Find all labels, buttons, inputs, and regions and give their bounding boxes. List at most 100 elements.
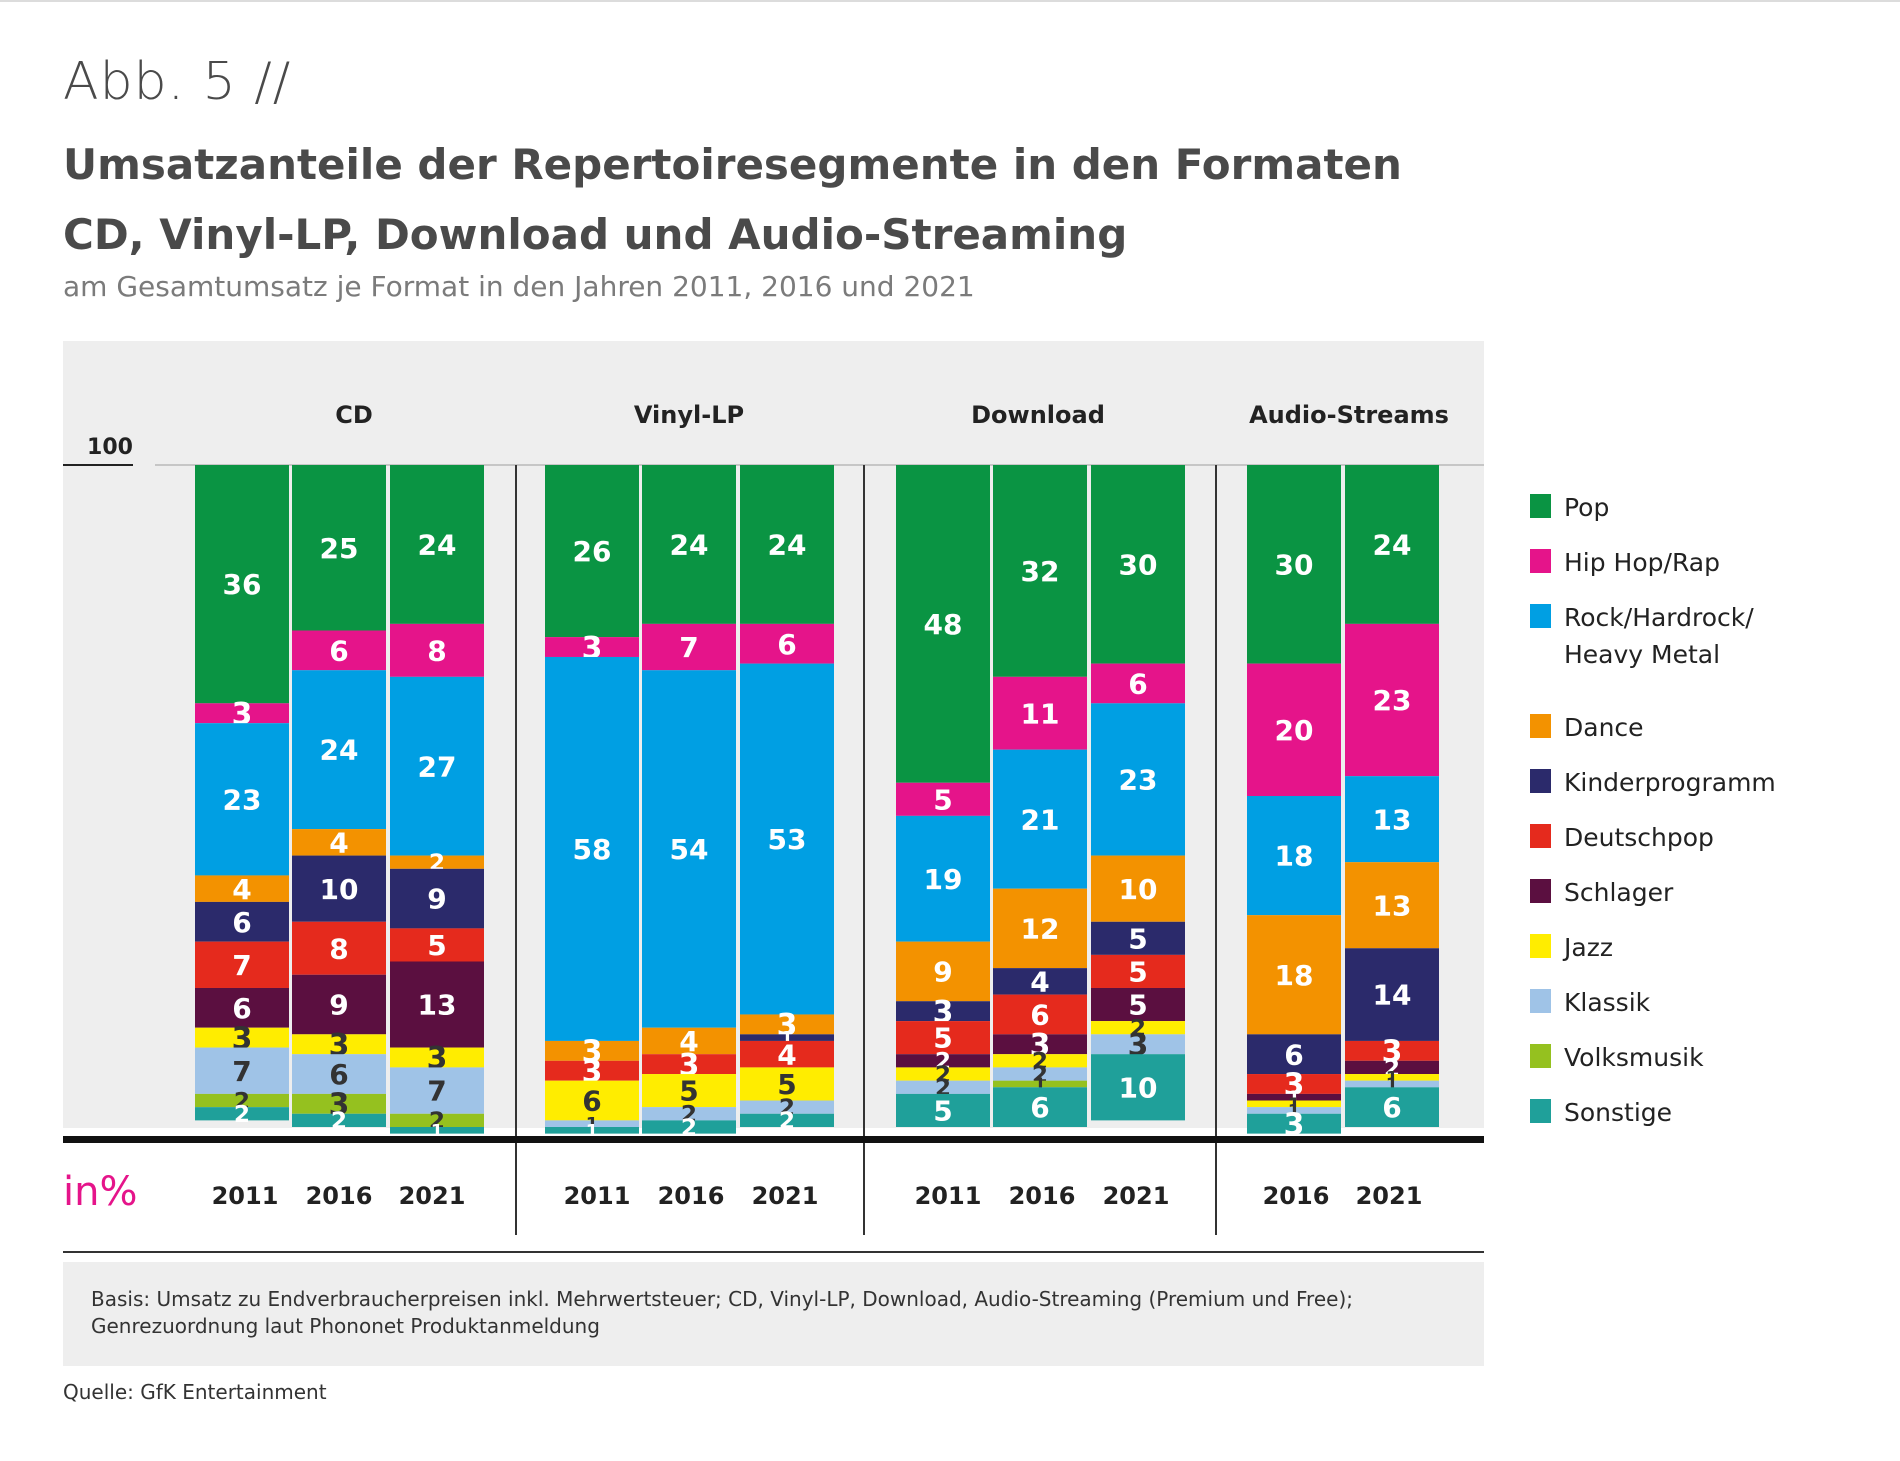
bar-segment [896,1093,990,1127]
data-label: 30 [1275,548,1314,581]
bar-segment [195,723,289,876]
bar-segment [642,465,736,624]
bar-segment [993,465,1087,677]
bar-segment [740,623,834,664]
bar-segment [1091,1034,1185,1055]
bar-segment [195,1047,289,1094]
bar-segment [740,465,834,624]
data-label: 23 [223,783,262,816]
data-label: 12 [1021,912,1060,945]
bar-segment [1247,663,1341,796]
bar-segment [292,1054,386,1094]
bar-segment [1247,796,1341,916]
data-label: 7 [679,631,698,664]
bar-segment [642,1027,736,1055]
data-label: 6 [329,1058,348,1091]
x-tick-label: 2016 [658,1182,725,1210]
data-label: 6 [1382,1091,1401,1124]
bar-segment [740,1113,834,1127]
data-label: 6 [232,906,251,939]
data-label: 2 [779,1108,795,1135]
figure-number: Abb. 5 // [63,52,292,112]
legend-label: Pop [1564,493,1609,522]
source-note: Quelle: GfK Entertainment [63,1380,327,1404]
legend-swatch [1530,989,1551,1013]
data-label: 8 [427,634,446,667]
data-label: 4 [777,1038,796,1071]
data-label: 4 [329,826,348,859]
bar-segment [896,815,990,942]
bar-segment [740,1067,834,1101]
data-label: 5 [1128,989,1147,1022]
data-label: 5 [933,1095,952,1128]
data-label: 9 [933,956,952,989]
bar-segment [896,1001,990,1022]
bar-segment [1345,465,1439,624]
data-label: 24 [768,529,807,562]
bar-segment [993,888,1087,969]
data-label: 30 [1119,548,1158,581]
data-label: 5 [933,783,952,816]
bar-segment [1345,1060,1439,1075]
bar-segment [545,1040,639,1061]
legend-swatch [1530,604,1551,628]
data-label: 27 [418,750,457,783]
bar-segment [896,1067,990,1081]
bar-segment [195,703,289,724]
data-label: 5 [1128,922,1147,955]
data-label: 48 [924,608,963,641]
bar-segment [740,1100,834,1114]
data-label: 9 [329,989,348,1022]
legend-label: Jazz [1562,933,1613,962]
bar-segment [642,1054,736,1075]
top-rule [0,0,1900,2]
bar-segment [545,1060,639,1081]
bar-segment [390,1127,484,1134]
data-label: 54 [670,833,709,866]
data-label: 5 [427,929,446,962]
data-label: 6 [232,992,251,1025]
data-label: 23 [1119,764,1158,797]
data-label: 2 [331,1108,347,1135]
bar-segment [292,630,386,671]
data-label: 11 [1021,697,1060,730]
title-line-1: Umsatzanteile der Repertoiresegmente in … [63,140,1402,189]
x-tick-label: 2016 [306,1182,373,1210]
data-label: 4 [232,873,251,906]
data-label: 24 [418,529,457,562]
x-tick-label: 2021 [1356,1182,1423,1210]
basis-line-1: Basis: Umsatz zu Endverbraucherpreisen i… [91,1287,1353,1311]
bar-segment [390,1067,484,1114]
bar-segment [740,1014,834,1035]
data-label: 32 [1021,555,1060,588]
chart-title: Umsatzanteile der Repertoiresegmente in … [63,130,1402,270]
bar-segment [195,465,289,704]
bar-segment [642,623,736,671]
bar-segment [390,961,484,1048]
title-line-2: CD, Vinyl-LP, Download und Audio-Streami… [63,210,1128,259]
x-tick-label: 2021 [1103,1182,1170,1210]
data-label: 6 [1030,999,1049,1032]
bar-segment [1091,855,1185,922]
data-label: 8 [329,932,348,965]
legend-label: Sonstige [1564,1098,1672,1127]
bar-segment [740,1034,834,1041]
data-label: 13 [1373,889,1412,922]
bar-segment [993,749,1087,889]
legend-swatch [1530,879,1551,903]
bar-segment [993,1067,1087,1081]
data-label: 7 [232,949,251,982]
x-tick-label: 2021 [752,1182,819,1210]
legend-label: Volksmusik [1564,1043,1704,1072]
bar-segment [1247,1074,1341,1094]
bar-segment [1247,915,1341,1035]
data-label: 4 [1030,965,1049,998]
bar-segment [1091,703,1185,856]
data-label: 58 [573,833,612,866]
x-tick-label: 2011 [564,1182,631,1210]
bar-segment [993,676,1087,750]
bar-segment [993,1034,1087,1055]
data-label: 14 [1373,979,1412,1012]
bar-segment [1345,1040,1439,1061]
bar-segment [545,1120,639,1127]
